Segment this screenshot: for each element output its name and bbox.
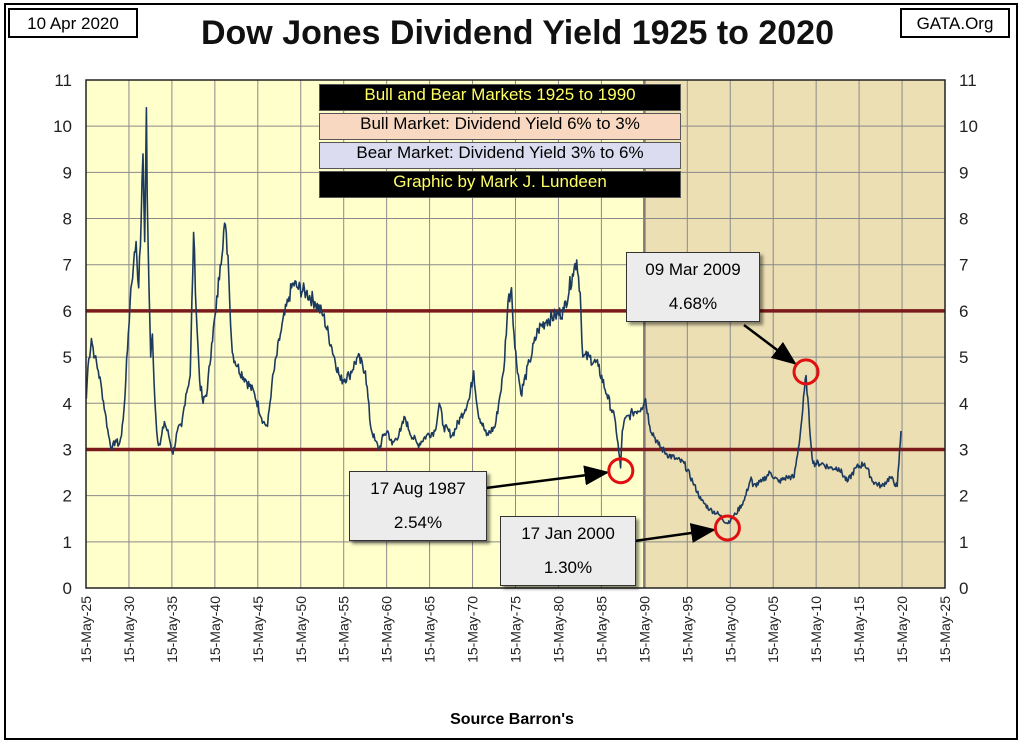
- annotation-date: 17 Aug 1987: [370, 479, 466, 498]
- annotation-arrows: [485, 324, 797, 543]
- series-line: [85, 106, 902, 525]
- legend-box: Bull and Bear Markets 1925 to 1990 Bull …: [319, 84, 681, 200]
- source-tag: GATA.Org: [900, 8, 1010, 38]
- x-tick-label: 15-May-70: [465, 596, 481, 663]
- y-tick-label-right: 10: [959, 117, 978, 136]
- chart-title: Dow Jones Dividend Yield 1925 to 2020: [200, 14, 835, 52]
- y-tick-label-right: 3: [959, 440, 968, 459]
- x-tick-label: 15-May-50: [293, 596, 309, 663]
- y-tick-label-left: 11: [54, 71, 72, 90]
- legend-entry: Graphic by Mark J. Lundeen: [319, 171, 681, 198]
- reference-lines: [86, 309, 945, 452]
- annotation-date: 17 Jan 2000: [521, 524, 615, 543]
- x-tick-label: 15-May-95: [679, 596, 695, 663]
- x-tick-label: 15-May-05: [765, 596, 781, 663]
- y-tick-label-left: 3: [63, 440, 72, 459]
- annotation-2009: 09 Mar 2009 4.68%: [626, 252, 760, 322]
- highlight-circle: [607, 457, 635, 485]
- y-tick-label-left: 8: [63, 210, 72, 229]
- annotation-value: 2.54%: [393, 513, 443, 532]
- plot-border: [85, 79, 946, 589]
- x-tick-label: 15-May-00: [722, 596, 738, 663]
- shaded-region: [644, 80, 945, 588]
- annotation-arrow: [485, 465, 610, 490]
- x-tick-label: 15-May-75: [508, 596, 524, 663]
- annotation-1987: 17 Aug 1987 2.54%: [349, 471, 487, 541]
- x-tick-label: 15-May-25: [78, 596, 94, 663]
- x-tick-label: 15-May-45: [250, 596, 266, 663]
- y-tick-label-left: 0: [63, 579, 72, 598]
- highlight-circle: [713, 514, 741, 542]
- x-tick-label: 15-May-30: [121, 596, 137, 663]
- series-layer: [85, 106, 902, 525]
- x-tick-label: 15-May-10: [808, 596, 824, 663]
- annotation-date: 09 Mar 2009: [645, 260, 741, 279]
- y-tick-label-right: 6: [959, 302, 968, 321]
- x-tick-label: 15-May-55: [336, 596, 352, 663]
- x-tick-label: 15-May-40: [207, 596, 223, 663]
- y-tick-label-right: 9: [959, 163, 968, 182]
- y-tick-label-right: 2: [959, 487, 968, 506]
- date-label: 10 Apr 2020: [8, 8, 138, 38]
- y-tick-label-left: 10: [53, 117, 72, 136]
- y-tick-label-left: 7: [63, 256, 72, 275]
- x-tick-label: 15-May-15: [851, 596, 867, 663]
- y-tick-label-left: 1: [63, 533, 72, 552]
- y-tick-label-left: 5: [63, 348, 72, 367]
- y-tick-label-right: 0: [959, 579, 968, 598]
- y-tick-label-left: 4: [63, 394, 72, 413]
- y-tick-label-right: 4: [959, 394, 968, 413]
- x-axis-label: Source Barron's: [450, 711, 574, 728]
- annotation-2000: 17 Jan 2000 1.30%: [500, 516, 636, 586]
- legend-entry: Bear Market: Dividend Yield 3% to 6%: [319, 142, 681, 169]
- highlight-circle: [792, 358, 820, 386]
- y-tick-label-left: 6: [63, 302, 72, 321]
- y-tick-label-right: 5: [959, 348, 968, 367]
- annotation-value: 4.68%: [668, 294, 718, 313]
- x-tick-label: 15-May-80: [550, 596, 566, 663]
- y-tick-label-left: 9: [63, 163, 72, 182]
- x-tick-label: 15-May-65: [422, 596, 438, 663]
- y-tick-label-right: 11: [959, 71, 977, 90]
- y-tick-label-right: 1: [959, 533, 968, 552]
- annotation-arrow: [633, 523, 717, 543]
- y-tick-label-right: 8: [959, 210, 968, 229]
- y-tick-label-left: 2: [63, 487, 72, 506]
- x-tick-label: 15-May-90: [636, 596, 652, 663]
- x-tick-label: 15-May-25: [937, 596, 953, 663]
- highlight-circles: [607, 358, 820, 542]
- x-tick-label: 15-May-85: [593, 596, 609, 663]
- annotation-arrow: [743, 324, 797, 365]
- legend-entry: Bull and Bear Markets 1925 to 1990: [319, 84, 681, 111]
- y-tick-label-right: 7: [959, 256, 968, 275]
- x-tick-label: 15-May-35: [164, 596, 180, 663]
- legend-entry: Bull Market: Dividend Yield 6% to 3%: [319, 113, 681, 140]
- x-tick-label: 15-May-20: [894, 596, 910, 663]
- x-tick-label: 15-May-60: [379, 596, 395, 663]
- annotation-value: 1.30%: [543, 558, 593, 577]
